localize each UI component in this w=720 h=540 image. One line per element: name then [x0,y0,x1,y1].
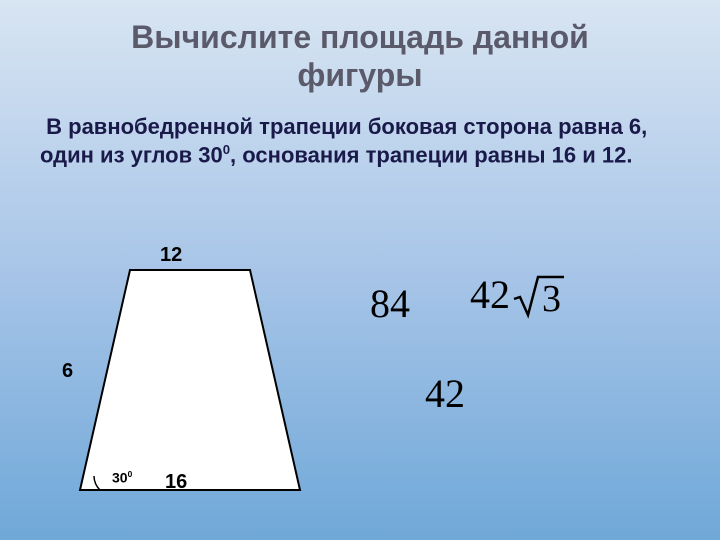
trapezoid-shape [80,270,300,490]
label-angle: 300 [112,469,132,486]
answer-42sqrt3[interactable]: 42 3 [470,267,567,323]
problem-statement: В равнобедренной трапеции боковая сторон… [0,95,720,171]
label-bottom-base: 16 [165,471,187,494]
trapezoid-svg [60,250,320,510]
sqrt-icon: 3 [512,267,567,319]
trapezoid-figure: 12 6 16 300 [60,250,320,510]
title-line1: Вычислите площадь данной [131,19,589,55]
answer-42[interactable]: 42 [425,370,465,417]
slide-title: Вычислите площадь данной фигуры [0,0,720,95]
answer-42sqrt3-coeff: 42 [470,267,510,323]
sqrt-radicand: 3 [542,278,561,319]
problem-after: , основания трапеции равны 16 и 12. [230,143,632,168]
label-top-base: 12 [160,244,182,267]
label-side-length: 6 [62,360,73,383]
title-line2: фигуры [297,57,422,93]
answer-84[interactable]: 84 [370,280,410,327]
problem-sup: 0 [223,142,230,157]
